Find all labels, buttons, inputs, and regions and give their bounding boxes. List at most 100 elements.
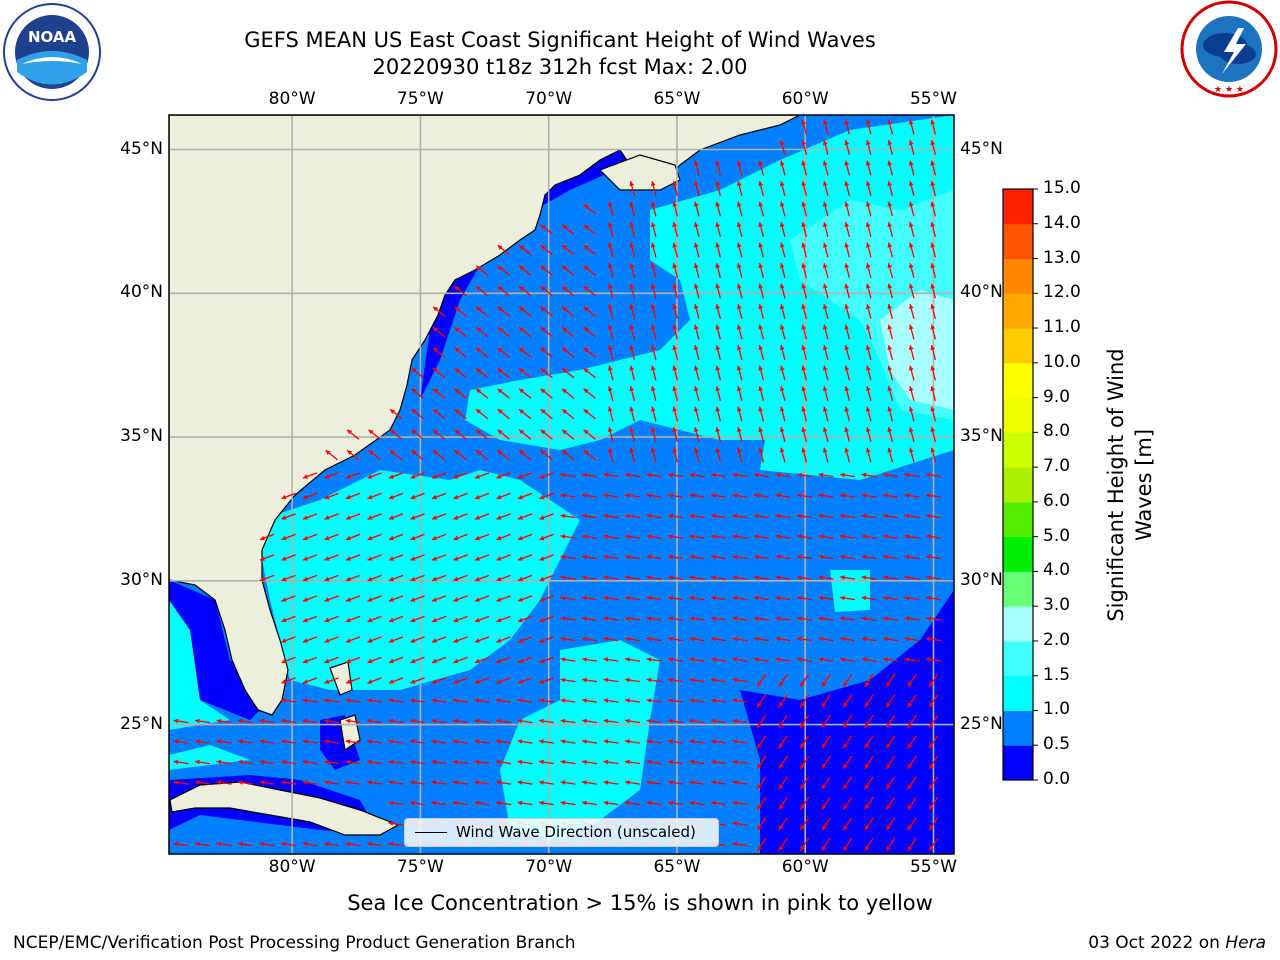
wave-direction-arrow [778, 796, 788, 811]
wave-direction-arrow [367, 533, 382, 541]
svg-text:★ ★ ★: ★ ★ ★ [1214, 85, 1244, 95]
wave-direction-arrow [758, 201, 765, 217]
wave-direction-arrow [281, 513, 296, 520]
wave-direction-arrow [926, 554, 941, 560]
wave-direction-arrow [689, 595, 705, 601]
wave-direction-arrow [797, 554, 812, 560]
wave-direction-arrow [756, 755, 767, 770]
wave-direction-arrow [907, 735, 917, 749]
wave-direction-arrow [625, 554, 640, 560]
wave-direction-arrow [603, 513, 619, 519]
wave-direction-arrow [775, 636, 791, 642]
wave-direction-arrow [799, 796, 810, 811]
wave-direction-arrow [410, 677, 425, 684]
wave-direction-arrow [779, 304, 786, 319]
wave-direction-arrow [799, 673, 810, 688]
wave-direction-arrow [629, 427, 636, 442]
wave-direction-arrow [625, 595, 640, 601]
colorbar-frame [1002, 188, 1034, 781]
colorbar-tick-label: 8.0 [1043, 421, 1071, 442]
wave-direction-arrow [754, 513, 769, 519]
wave-direction-arrow [259, 759, 275, 765]
wave-direction-arrow [324, 595, 339, 602]
wave-direction-arrow [583, 326, 596, 338]
sea-ice-note: Sea Ice Concentration > 15% is shown in … [347, 891, 933, 915]
wave-direction-arrow [259, 739, 275, 744]
wave-direction-arrow [887, 181, 894, 196]
wave-direction-arrow [844, 283, 851, 299]
wave-direction-arrow [650, 222, 657, 237]
wave-direction-arrow [497, 449, 510, 461]
wave-direction-arrow [908, 304, 915, 319]
wave-direction-arrow [736, 406, 743, 422]
wave-direction-arrow [432, 449, 446, 461]
wave-direction-arrow [778, 776, 788, 790]
wave-direction-arrow [603, 616, 619, 621]
colorbar-segment [1003, 710, 1033, 746]
wave-direction-arrow [693, 406, 700, 422]
wave-direction-arrow [603, 554, 619, 560]
wave-direction-arrow [561, 449, 575, 461]
colorbar-tick-label: 9.0 [1043, 386, 1071, 407]
wave-direction-arrow [883, 493, 898, 498]
wave-direction-arrow [216, 718, 232, 724]
wave-direction-arrow [732, 821, 748, 826]
wave-direction-arrow [672, 222, 679, 237]
wave-direction-arrow [930, 160, 937, 176]
wave-direction-arrow [607, 201, 614, 217]
wave-direction-arrow [779, 263, 786, 278]
wave-direction-arrow [453, 595, 468, 602]
wave-direction-arrow [779, 283, 786, 299]
wave-direction-arrow [560, 800, 576, 806]
wave-direction-arrow [431, 759, 447, 765]
wave-direction-arrow [367, 759, 382, 765]
wave-direction-arrow [668, 534, 683, 539]
wave-direction-arrow [840, 493, 855, 498]
wave-direction-arrow [861, 636, 877, 642]
wave-direction-arrow [496, 492, 511, 500]
wave-direction-arrow [603, 657, 619, 662]
wave-direction-arrow [302, 492, 318, 500]
wave-direction-arrow [844, 447, 851, 463]
colorbar-segment [1003, 745, 1033, 781]
wave-direction-arrow [887, 427, 894, 442]
wave-direction-arrow [930, 140, 937, 155]
wave-direction-arrow [840, 575, 855, 580]
wave-direction-arrow [822, 242, 829, 258]
wave-direction-arrow [646, 739, 662, 744]
wave-direction-arrow [758, 427, 765, 442]
wave-direction-arrow [431, 739, 447, 744]
wave-direction-arrow [715, 283, 722, 299]
wave-direction-arrow [821, 673, 831, 688]
wave-direction-arrow [672, 365, 679, 381]
wave-direction-arrow [607, 365, 614, 381]
wave-direction-arrow [715, 345, 722, 360]
wave-direction-arrow [668, 554, 683, 560]
wave-direction-arrow [821, 755, 831, 770]
wave-direction-arrow [475, 388, 489, 399]
wave-direction-arrow [668, 739, 683, 744]
wave-direction-arrow [324, 513, 339, 520]
wave-direction-arrow [345, 595, 361, 602]
wave-direction-arrow [650, 345, 657, 360]
wave-direction-arrow [496, 800, 511, 806]
wave-direction-arrow [822, 140, 829, 155]
wave-direction-arrow [801, 119, 808, 135]
wave-direction-arrow [908, 181, 915, 196]
wave-direction-arrow [432, 326, 446, 338]
wave-direction-arrow [497, 367, 510, 379]
wave-direction-arrow [475, 326, 489, 338]
wave-direction-arrow [885, 735, 896, 749]
wave-direction-arrow [582, 513, 597, 519]
wave-direction-arrow [454, 429, 467, 440]
wave-direction-arrow [930, 119, 937, 135]
wave-direction-arrow [302, 615, 318, 623]
wave-direction-arrow [779, 181, 786, 196]
wave-direction-arrow [345, 513, 361, 520]
wave-direction-arrow [517, 595, 533, 602]
wave-direction-arrow [797, 636, 812, 642]
wave-direction-arrow [454, 367, 467, 379]
wave-direction-arrow [518, 265, 532, 276]
wave-direction-arrow [517, 574, 533, 582]
wave-direction-arrow [775, 657, 791, 662]
